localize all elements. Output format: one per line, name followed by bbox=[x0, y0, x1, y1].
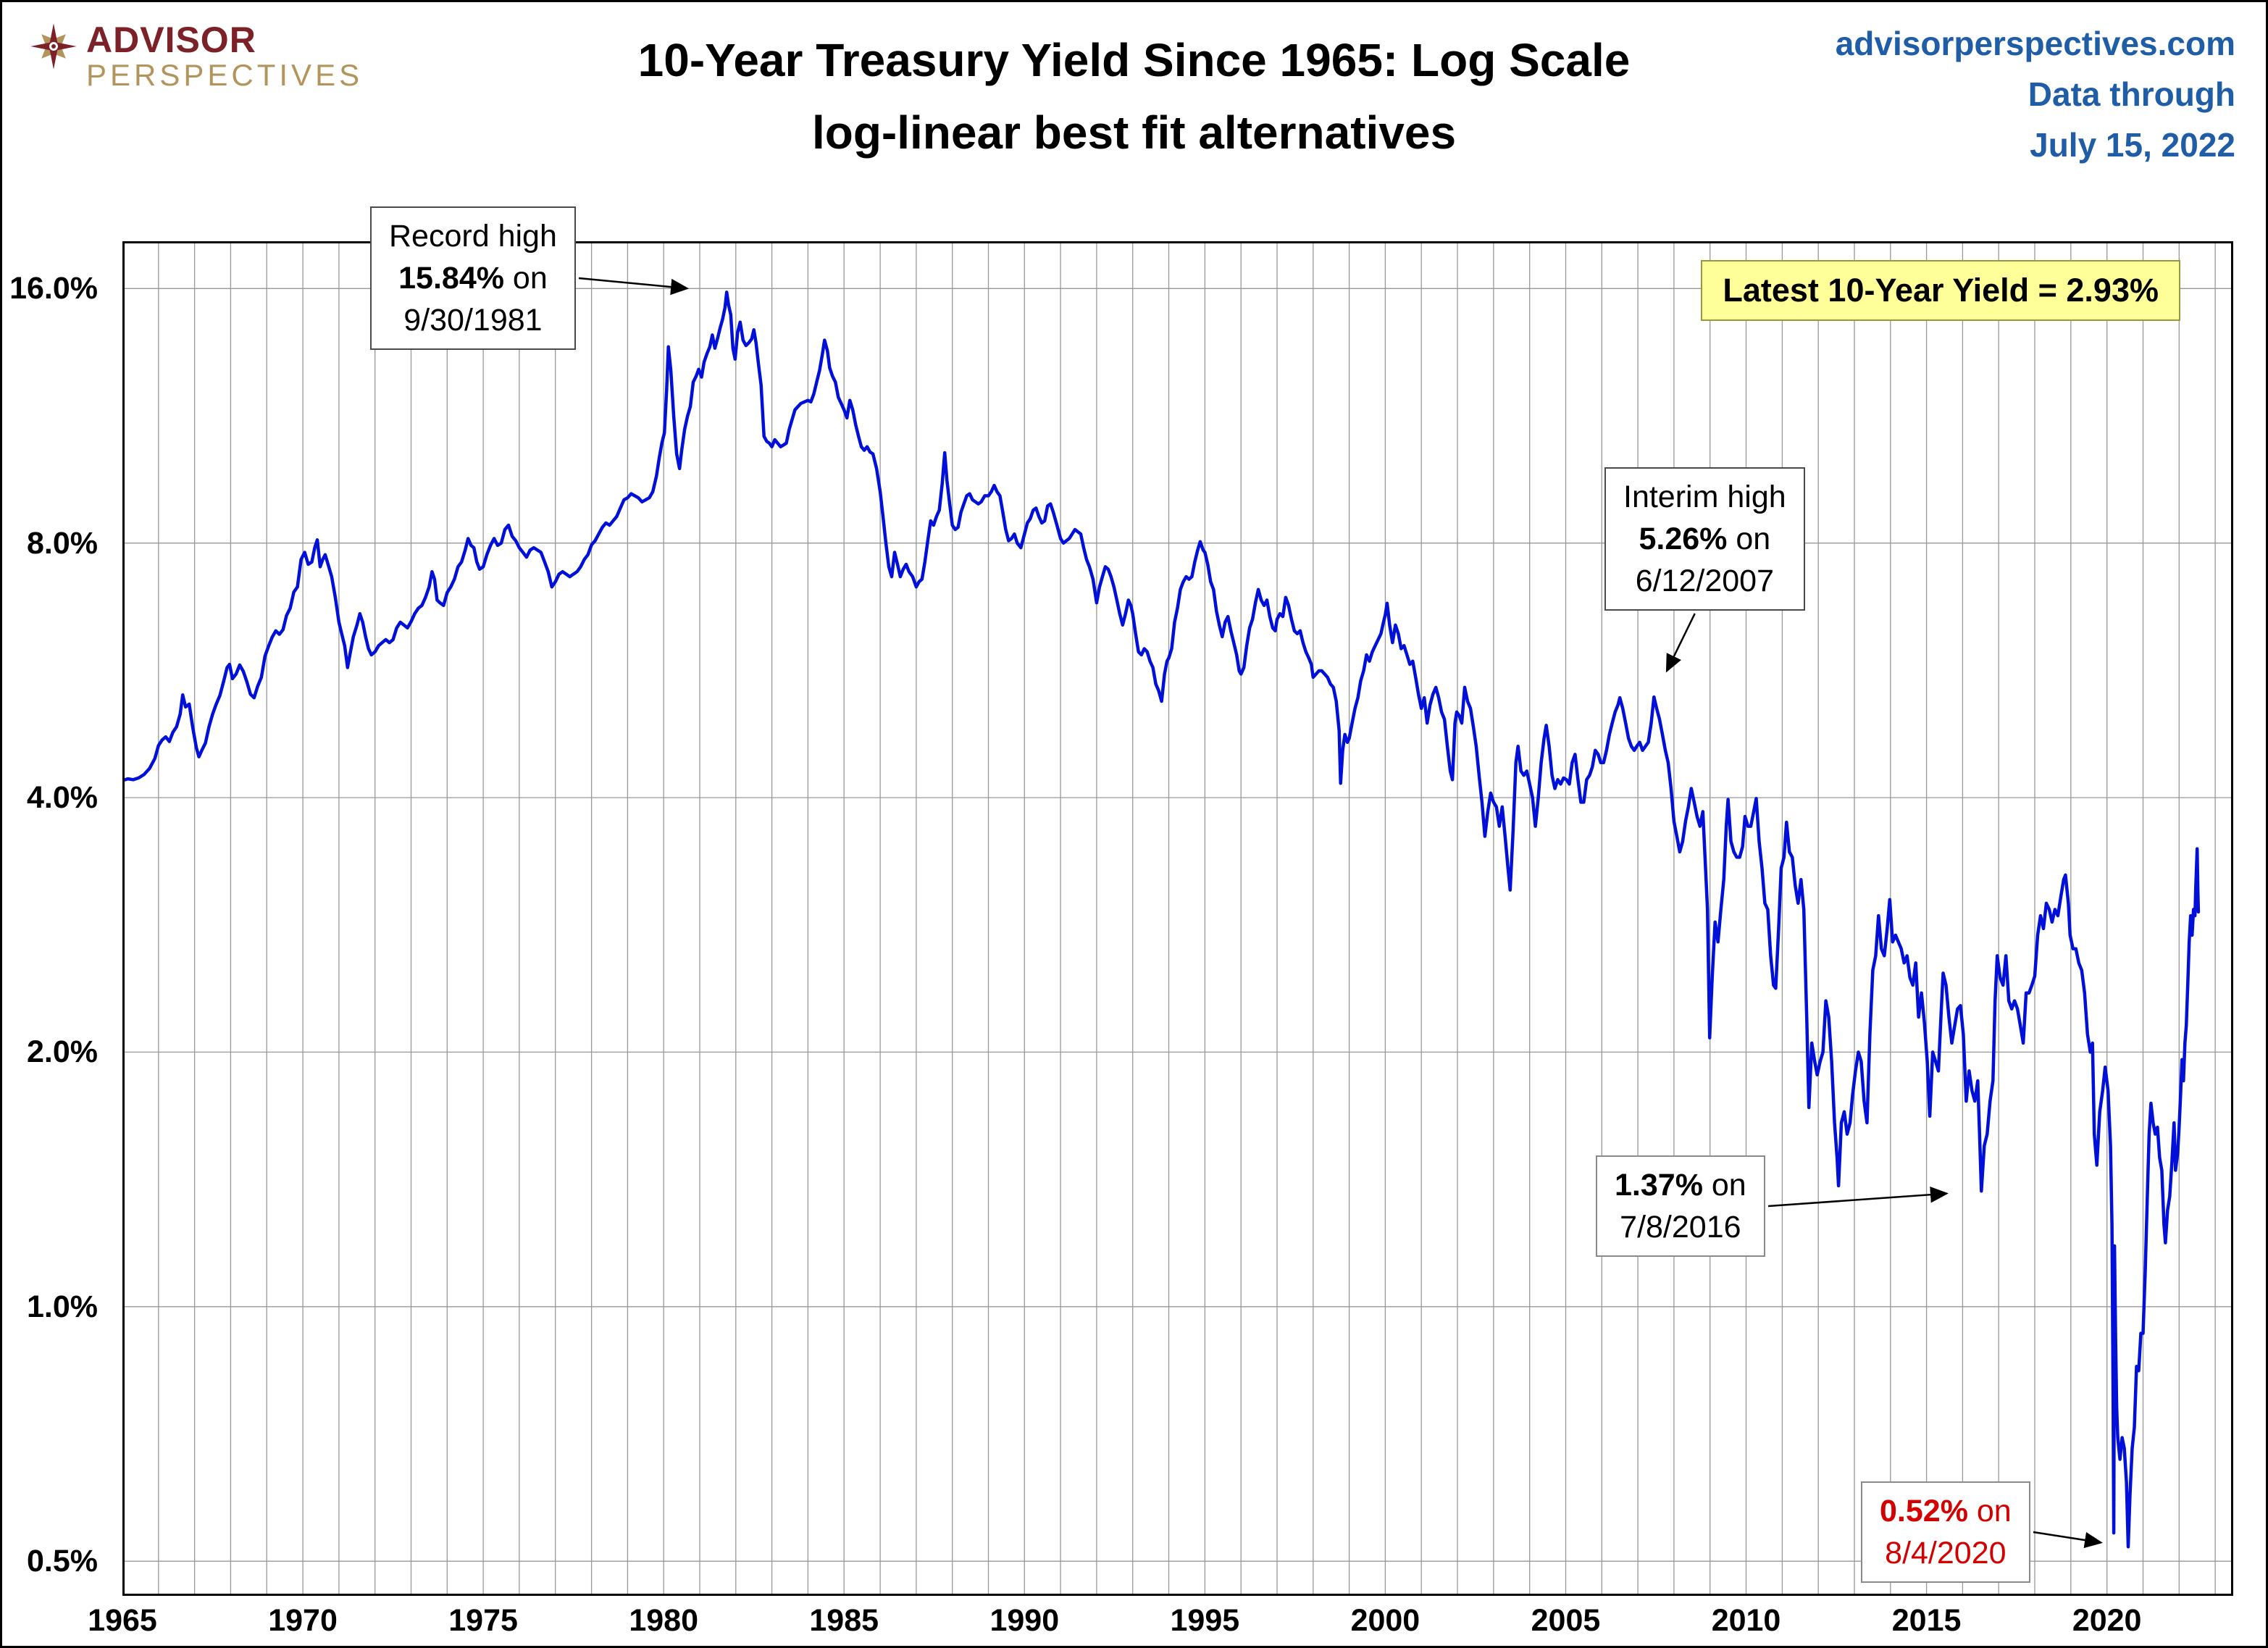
logo-text-advisor: ADVISOR bbox=[86, 20, 256, 60]
y-axis-tick-label: 8.0% bbox=[26, 525, 98, 561]
x-axis-tick-label: 2015 bbox=[1891, 1603, 1962, 1638]
interim-high-callout: Interim high 5.26% on 6/12/2007 bbox=[1604, 467, 1805, 611]
source-data-through: Data through bbox=[2028, 75, 2235, 113]
source-attribution: advisorperspectives.com Data through Jul… bbox=[1836, 18, 2235, 170]
x-axis-tick-label: 2010 bbox=[1711, 1603, 1781, 1638]
low-2020-callout: 0.52% on 8/4/2020 bbox=[1861, 1481, 2030, 1583]
chart-title-line2: log-linear best fit alternatives bbox=[811, 106, 1457, 159]
record-high-date: 9/30/1981 bbox=[403, 303, 543, 338]
low-2016-value-line: 1.37% on bbox=[1615, 1168, 1746, 1202]
logo-text: ADVISOR PERSPECTIVES bbox=[86, 21, 363, 92]
interim-high-title: Interim high bbox=[1623, 480, 1786, 514]
x-axis-tick-label: 1970 bbox=[268, 1603, 338, 1638]
low-2020-date: 8/4/2020 bbox=[1885, 1536, 2007, 1570]
logo-text-perspectives: PERSPECTIVES bbox=[86, 58, 364, 92]
latest-yield-badge: Latest 10-Year Yield = 2.93% bbox=[1701, 260, 2180, 321]
chart-title-line1: 10-Year Treasury Yield Since 1965: Log S… bbox=[637, 34, 1631, 86]
interim-high-value-line: 5.26% on bbox=[1639, 522, 1771, 556]
x-axis-tick-label: 1975 bbox=[448, 1603, 518, 1638]
low-2020-value-line: 0.52% on bbox=[1880, 1494, 2012, 1528]
x-axis-tick-label: 2005 bbox=[1531, 1603, 1601, 1638]
low-2016-date: 7/8/2016 bbox=[1620, 1210, 1741, 1245]
compass-star-icon bbox=[30, 23, 77, 70]
source-date: July 15, 2022 bbox=[2030, 126, 2235, 164]
y-axis-tick-label: 0.5% bbox=[26, 1544, 98, 1579]
y-axis-tick-label: 1.0% bbox=[26, 1289, 98, 1324]
advisor-perspectives-logo: ADVISOR PERSPECTIVES bbox=[30, 21, 363, 92]
record-high-title: Record high bbox=[389, 219, 557, 254]
x-axis-tick-label: 2000 bbox=[1350, 1603, 1420, 1638]
x-axis-tick-label: 1965 bbox=[88, 1603, 157, 1638]
low-2016-callout: 1.37% on 7/8/2016 bbox=[1596, 1155, 1765, 1257]
x-axis-tick-label: 1990 bbox=[989, 1603, 1060, 1638]
record-high-value-line: 15.84% on bbox=[398, 261, 548, 296]
source-website: advisorperspectives.com bbox=[1835, 25, 2235, 62]
record-high-callout: Record high 15.84% on 9/30/1981 bbox=[370, 206, 576, 350]
x-axis-tick-label: 2020 bbox=[2072, 1603, 2142, 1638]
plot-svg bbox=[122, 241, 2233, 1596]
y-axis-tick-label: 16.0% bbox=[9, 271, 98, 306]
x-axis-tick-label: 1985 bbox=[809, 1603, 879, 1638]
interim-high-date: 6/12/2007 bbox=[1635, 564, 1774, 598]
x-axis-tick-label: 1995 bbox=[1170, 1603, 1240, 1638]
x-axis-tick-label: 1980 bbox=[629, 1603, 698, 1638]
y-axis-tick-label: 4.0% bbox=[26, 780, 98, 816]
y-axis-tick-label: 2.0% bbox=[26, 1034, 98, 1070]
chart-title: 10-Year Treasury Yield Since 1965: Log S… bbox=[2, 24, 2266, 169]
